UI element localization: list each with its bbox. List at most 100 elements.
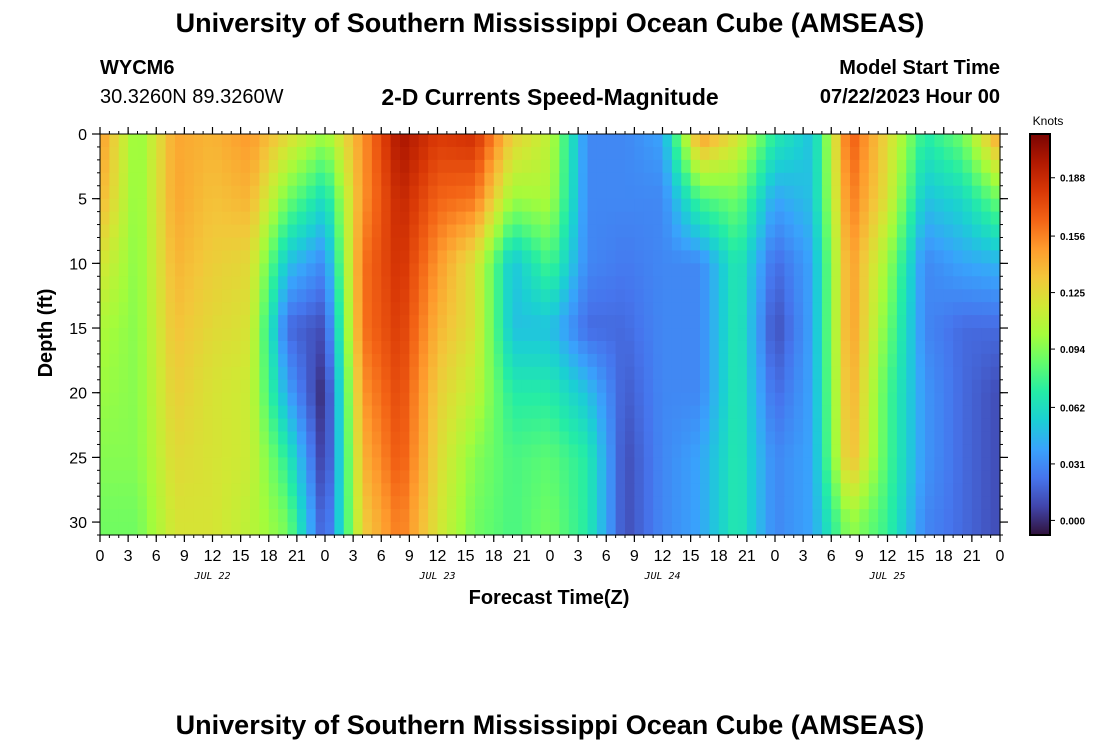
heatmap-cell xyxy=(821,185,832,200)
heatmap-cell xyxy=(596,431,607,446)
heatmap-cell xyxy=(231,315,242,329)
heatmap-cell xyxy=(259,276,270,290)
heatmap-cell xyxy=(296,134,307,148)
heatmap-cell xyxy=(306,224,317,239)
heatmap-cell xyxy=(728,211,739,226)
heatmap-cell xyxy=(550,431,560,446)
heatmap-cell xyxy=(287,328,298,342)
heatmap-cell xyxy=(812,328,823,342)
heatmap-cell xyxy=(100,185,110,200)
heatmap-cell xyxy=(765,470,776,484)
heatmap-cell xyxy=(446,444,457,458)
heatmap-cell xyxy=(718,289,729,303)
heatmap-cell xyxy=(934,134,945,148)
heatmap-cell xyxy=(859,159,870,174)
heatmap-cell xyxy=(643,392,654,407)
y-tick-label: 25 xyxy=(69,450,87,467)
heatmap-cell xyxy=(643,276,654,290)
heatmap-cell xyxy=(353,522,364,536)
heatmap-cell xyxy=(625,289,635,303)
heatmap-cell xyxy=(531,276,542,290)
heatmap-cell xyxy=(765,250,776,264)
heatmap-cell xyxy=(718,159,729,174)
heatmap-cell xyxy=(653,405,664,420)
heatmap-cell xyxy=(915,483,926,497)
heatmap-cell xyxy=(728,263,739,277)
heatmap-cell xyxy=(981,431,992,446)
heatmap-cell xyxy=(896,483,907,497)
heatmap-cell xyxy=(981,276,992,290)
heatmap-cell xyxy=(981,134,992,148)
heatmap-cell xyxy=(906,366,917,381)
heatmap-cell xyxy=(334,185,345,200)
heatmap-cell xyxy=(868,250,879,264)
heatmap-cell xyxy=(418,263,429,277)
heatmap-cell xyxy=(728,289,739,303)
heatmap-cell xyxy=(643,315,654,329)
heatmap-cell xyxy=(868,328,879,342)
heatmap-cell xyxy=(381,224,392,239)
heatmap-cell xyxy=(709,392,720,407)
heatmap-cell xyxy=(700,379,710,394)
heatmap-cell xyxy=(840,470,851,484)
heatmap-cell xyxy=(165,250,176,264)
heatmap-cell xyxy=(859,198,870,213)
heatmap-cell xyxy=(400,353,410,368)
heatmap-cell xyxy=(831,405,842,420)
heatmap-cell xyxy=(250,457,260,471)
heatmap-cell xyxy=(315,483,326,497)
heatmap-cell xyxy=(784,289,795,303)
heatmap-cell xyxy=(643,185,654,200)
heatmap-cell xyxy=(850,457,860,471)
heatmap-cell xyxy=(212,522,223,536)
heatmap-cell xyxy=(971,172,982,187)
heatmap-cell xyxy=(146,522,157,536)
heatmap-cell xyxy=(456,289,467,303)
y-tick-label: 30 xyxy=(69,515,87,532)
heatmap-cell xyxy=(887,302,898,316)
heatmap-cell xyxy=(596,392,607,407)
heatmap-cell xyxy=(915,250,926,264)
heatmap-cell xyxy=(418,457,429,471)
colorbar-unit: Knots xyxy=(1033,114,1064,128)
heatmap-cell xyxy=(756,237,767,252)
heatmap-cell xyxy=(287,444,298,458)
heatmap-cell xyxy=(184,146,195,161)
heatmap-cell xyxy=(550,340,560,355)
heatmap-cell xyxy=(118,496,129,510)
heatmap-cell xyxy=(681,418,692,433)
heatmap-cell xyxy=(306,134,317,148)
heatmap-cell xyxy=(681,328,692,342)
heatmap-cell xyxy=(203,470,214,484)
heatmap-cell xyxy=(700,418,710,433)
heatmap-cell xyxy=(606,263,617,277)
heatmap-cell xyxy=(531,315,542,329)
heatmap-cell xyxy=(287,405,298,420)
heatmap-cell xyxy=(296,185,307,200)
heatmap-cell xyxy=(259,237,270,252)
heatmap-cell xyxy=(287,211,298,226)
heatmap-cell xyxy=(653,250,664,264)
heatmap-cell xyxy=(193,159,204,174)
heatmap-cell xyxy=(221,276,232,290)
heatmap-cell xyxy=(278,159,289,174)
heatmap-cell xyxy=(156,302,167,316)
heatmap-cell xyxy=(287,315,298,329)
heatmap-cell xyxy=(878,237,889,252)
heatmap-cell xyxy=(118,353,129,368)
heatmap-cell xyxy=(643,522,654,536)
heatmap-cell xyxy=(887,134,898,148)
heatmap-cell xyxy=(390,328,401,342)
heatmap-cell xyxy=(315,224,326,239)
heatmap-cell xyxy=(990,276,1001,290)
heatmap-cell xyxy=(812,276,823,290)
heatmap-cell xyxy=(428,211,439,226)
heatmap-cell xyxy=(625,522,635,536)
heatmap-cell xyxy=(793,457,804,471)
heatmap-cell xyxy=(953,185,964,200)
heatmap-cell xyxy=(671,522,682,536)
heatmap-cell xyxy=(690,224,701,239)
heatmap-cell xyxy=(343,185,354,200)
heatmap-cell xyxy=(878,250,889,264)
heatmap-cell xyxy=(737,315,748,329)
